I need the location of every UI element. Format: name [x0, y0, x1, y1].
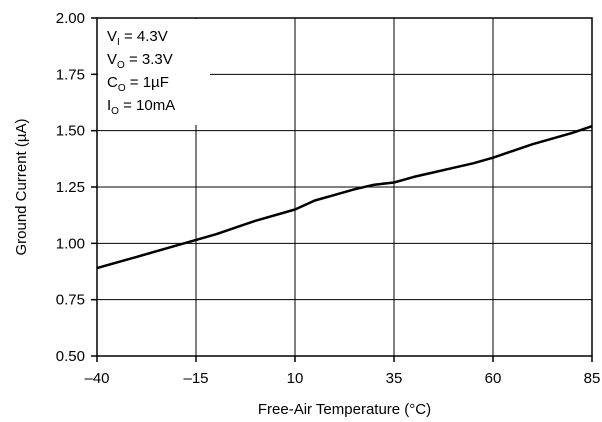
y-tick-label: 0.50: [56, 348, 85, 365]
condition-line: IO = 10mA: [107, 97, 175, 117]
condition-line: VI = 4.3V: [107, 28, 168, 48]
conditions-background: [98, 19, 210, 125]
x-tick-label: 60: [485, 370, 502, 387]
tick-layer: –40 –15 10 35 60 85 0.50 0.75 1.00 1.25 1.50 1.75 2.…: [56, 10, 601, 387]
condition-line: CO = 1µF: [107, 74, 169, 94]
y-tick-label: 1.25: [56, 179, 85, 196]
conditions-box: VI = 4.3V VO = 3.3V CO = 1µF IO = 10mA: [98, 19, 210, 125]
y-axis-label: Ground Current (µA): [13, 118, 30, 255]
y-tick-label: 2.00: [56, 10, 85, 27]
x-tick-label: 35: [386, 370, 403, 387]
plot-frame: [96, 17, 593, 357]
y-tick-label: 1.00: [56, 235, 85, 252]
x-axis-label: Free-Air Temperature (°C): [258, 401, 431, 418]
y-tick-label: 1.75: [56, 66, 85, 83]
series-line: [96, 125, 593, 270]
x-tick-label: 10: [287, 370, 304, 387]
x-tick-label: –15: [183, 370, 208, 387]
y-tick-label: 0.75: [56, 292, 85, 309]
x-tick-label: –40: [84, 370, 109, 387]
x-tick-label: 85: [584, 370, 601, 387]
grid-layer: [97, 18, 592, 356]
y-tick-label: 1.50: [56, 123, 85, 140]
condition-line: VO = 3.3V: [107, 51, 173, 71]
series-layer: [96, 125, 593, 270]
